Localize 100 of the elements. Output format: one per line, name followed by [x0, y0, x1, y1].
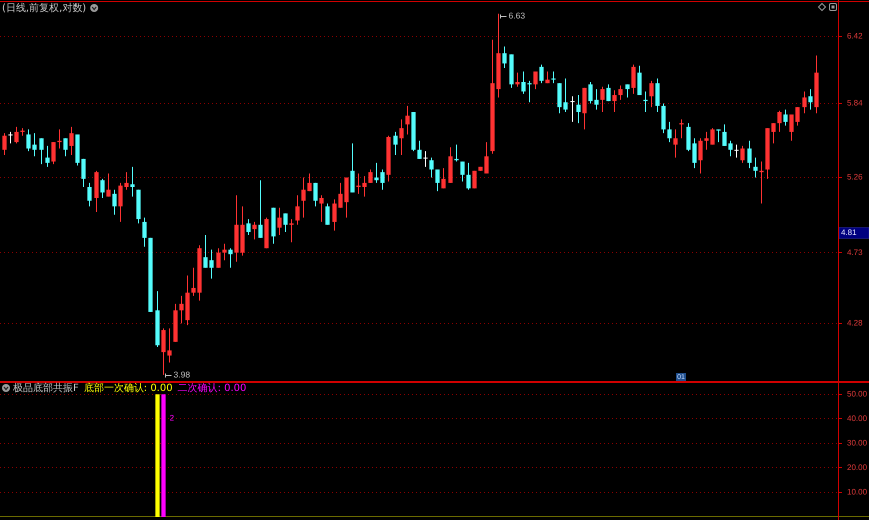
candlestick: [753, 157, 758, 178]
annotation: 3.98: [174, 370, 190, 380]
candlestick: [423, 150, 428, 168]
candlestick: [2, 132, 7, 156]
candlestick: [124, 172, 129, 190]
candlestick: [399, 118, 404, 156]
candlestick: [209, 249, 214, 280]
series-label: 底部一次确认: 0.00: [84, 382, 173, 394]
y-tick-label: 4.73: [847, 248, 864, 257]
candlestick: [637, 65, 642, 96]
candlestick: [63, 138, 68, 157]
candlestick: [313, 182, 318, 207]
candlestick: [167, 328, 172, 364]
candlestick: [515, 72, 520, 88]
candlestick: [704, 131, 709, 150]
candlestick: [106, 172, 111, 198]
candlestick: [441, 168, 446, 189]
candlestick: [307, 172, 312, 192]
candlestick: [393, 131, 398, 156]
candlestick: [747, 140, 752, 169]
candlestick: [228, 248, 233, 268]
candlestick: [557, 82, 562, 114]
chart-title: 极品底部共振F: [12, 382, 79, 394]
series-label: 二次确认: 0.00: [178, 382, 246, 394]
candlestick: [710, 128, 715, 146]
candlestick: [686, 122, 691, 152]
candlestick: [87, 182, 92, 207]
candlestick: [142, 217, 147, 248]
candlestick: [783, 109, 788, 126]
candlestick: [563, 78, 568, 113]
candlestick: [789, 114, 794, 142]
candlestick: [283, 212, 288, 233]
candlestick: [203, 234, 208, 268]
candlestick: [161, 328, 166, 376]
candlestick: [722, 124, 727, 146]
candlestick: [576, 94, 581, 124]
candlestick: [692, 138, 697, 169]
candlestick: [69, 126, 74, 156]
candlestick: [325, 203, 330, 226]
annotation: 6.63: [508, 10, 526, 21]
candlestick: [319, 194, 324, 222]
candlestick: [466, 162, 471, 190]
candlestick: [277, 207, 282, 236]
candlestick: [246, 218, 251, 236]
candlestick: [179, 295, 184, 324]
candlestick: [118, 182, 123, 222]
y-tick-label: 6.42: [847, 32, 864, 41]
y-tick-label: 50.00: [847, 389, 868, 398]
candlestick: [795, 106, 800, 126]
candlestick: [734, 144, 739, 158]
y-tick-label: 20.00: [847, 463, 868, 472]
candlestick: [380, 168, 385, 190]
candlestick: [679, 118, 684, 139]
candlestick: [661, 102, 666, 134]
candlestick: [631, 64, 636, 94]
y-tick-label: 5.26: [847, 172, 864, 182]
candlestick: [332, 198, 337, 232]
y-tick-label: 30.00: [847, 438, 868, 448]
candlestick: [539, 64, 544, 84]
candlestick: [728, 140, 733, 157]
candlestick: [600, 86, 605, 113]
candlestick: [8, 131, 13, 144]
candlestick: [429, 157, 434, 178]
candlestick: [435, 168, 440, 192]
y-tick-label: 5.84: [847, 98, 864, 108]
candlestick: [460, 161, 465, 182]
candlestick: [405, 105, 410, 135]
candlestick: [570, 96, 575, 122]
candlestick: [350, 142, 355, 193]
candlestick: [606, 84, 611, 102]
candlestick: [100, 178, 105, 198]
candlestick: [45, 145, 50, 168]
y-tick-label: 10.00: [847, 488, 868, 497]
candlestick: [289, 218, 294, 243]
candlestick: [258, 180, 263, 238]
candlestick: [216, 248, 221, 268]
candlestick: [295, 194, 300, 226]
candlestick: [26, 128, 31, 152]
candlestick: [777, 110, 782, 132]
candlestick: [81, 158, 86, 188]
candlestick: [667, 121, 672, 143]
candlestick: [618, 85, 623, 100]
candlestick: [39, 138, 44, 165]
candlestick: [521, 71, 526, 94]
candlestick: [771, 122, 776, 144]
candlestick: [484, 142, 489, 174]
candlestick: [417, 140, 422, 160]
candlestick: [14, 126, 19, 144]
candlestick: [301, 177, 306, 218]
candlestick: [51, 142, 56, 165]
candlestick: [527, 80, 532, 103]
candlestick: [368, 168, 373, 184]
y-tick-label: 4.28: [847, 318, 864, 328]
candlestick: [338, 182, 343, 208]
candlestick: [356, 172, 361, 194]
candlestick: [362, 176, 367, 198]
text: 4.81: [841, 228, 858, 238]
candlestick: [588, 82, 593, 104]
chart-title: (日线,前复权,对数): [2, 2, 86, 14]
candlestick: [502, 46, 507, 69]
